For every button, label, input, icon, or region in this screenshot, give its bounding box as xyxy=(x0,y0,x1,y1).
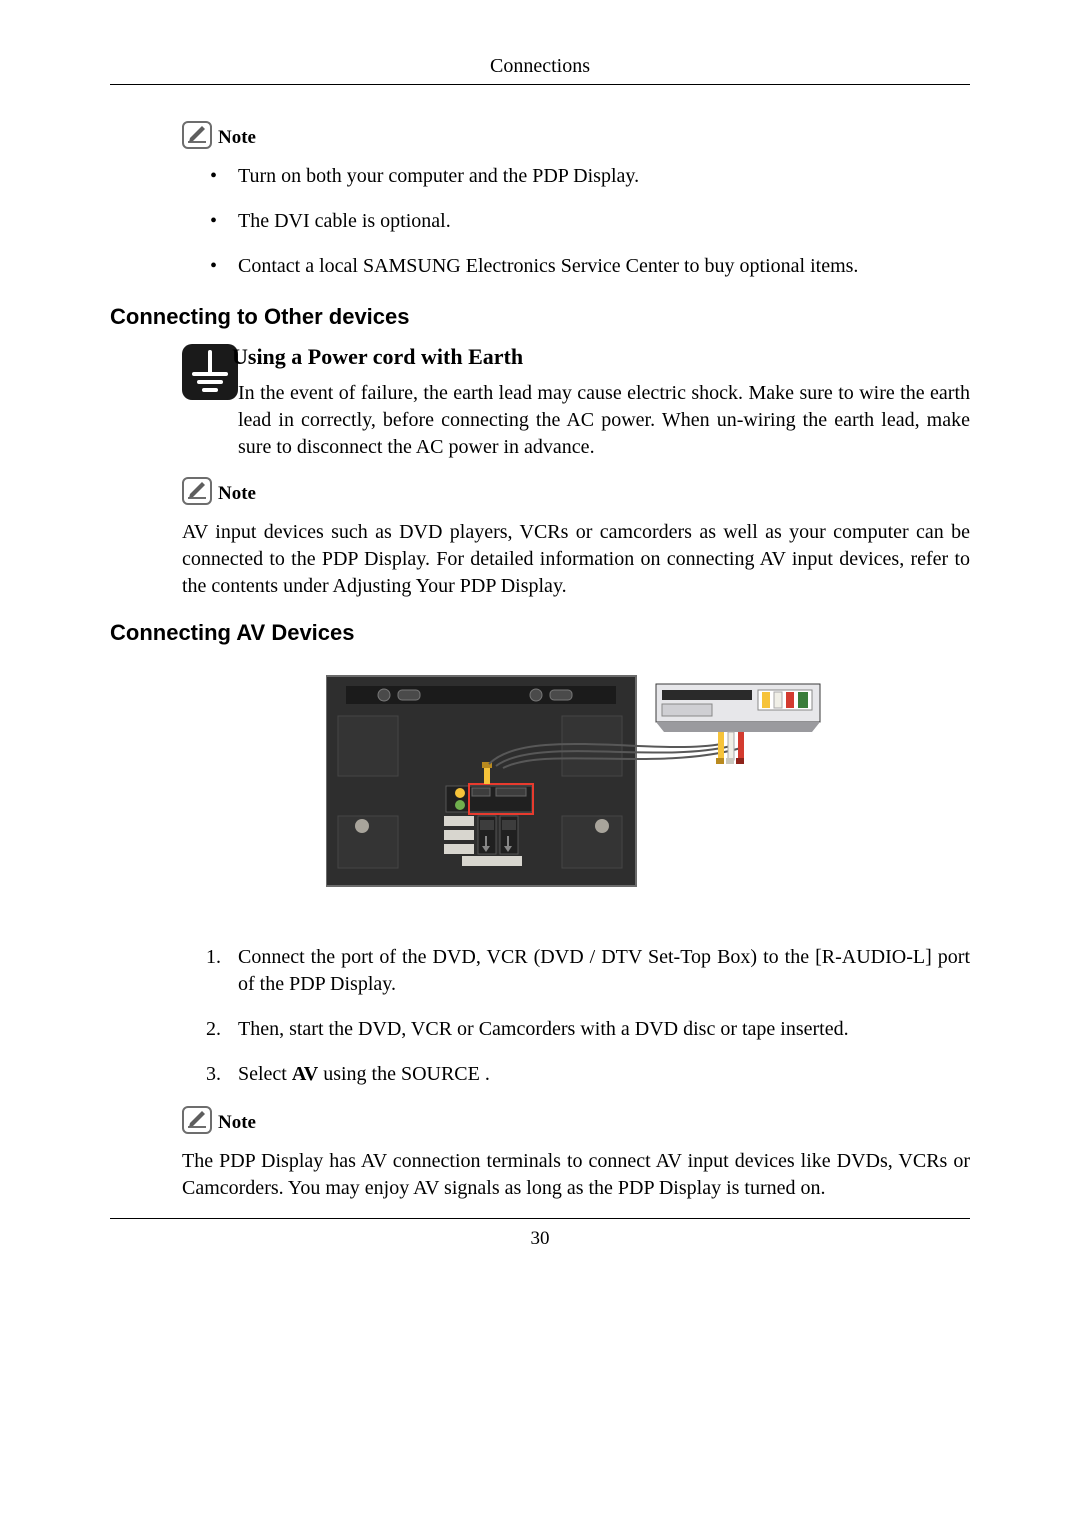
list-item: 3. Select AV using the SOURCE . xyxy=(210,1061,970,1088)
list-item: 2. Then, start the DVD, VCR or Camcorder… xyxy=(210,1016,970,1043)
section-heading-other-devices: Connecting to Other devices xyxy=(110,304,970,330)
earth-icon xyxy=(182,344,238,400)
note-icon xyxy=(182,1106,212,1134)
section-heading-av-devices: Connecting AV Devices xyxy=(110,620,970,646)
earth-text: Using a Power cord with Earth In the eve… xyxy=(238,344,970,461)
step-bold: AV xyxy=(292,1063,318,1085)
step-number: 3. xyxy=(206,1061,221,1088)
note-block: Note xyxy=(182,477,970,505)
list-item: Contact a local SAMSUNG Electronics Serv… xyxy=(210,253,970,280)
note-icon xyxy=(182,477,212,505)
note-icon xyxy=(182,121,212,149)
step-text: using the SOURCE . xyxy=(318,1063,490,1085)
list-item: The DVI cable is optional. xyxy=(210,208,970,235)
av-steps-list: 1. Connect the port of the DVD, VCR (DVD… xyxy=(210,944,970,1088)
step-number: 1. xyxy=(206,944,221,971)
step-number: 2. xyxy=(206,1016,221,1043)
note-label: Note xyxy=(218,127,256,149)
note1-bullet-list: Turn on both your computer and the PDP D… xyxy=(210,163,970,280)
step-text: Connect the port of the DVD, VCR (DVD / … xyxy=(238,946,970,995)
earth-paragraph: In the event of failure, the earth lead … xyxy=(238,380,970,461)
step-text: Then, start the DVD, VCR or Camcorders w… xyxy=(238,1018,849,1040)
note2-paragraph: AV input devices such as DVD players, VC… xyxy=(182,519,970,600)
note-block: Note xyxy=(182,121,970,149)
list-item: 1. Connect the port of the DVD, VCR (DVD… xyxy=(210,944,970,998)
note3-paragraph: The PDP Display has AV connection termin… xyxy=(182,1148,970,1202)
note-block: Note xyxy=(182,1106,970,1134)
manual-page: Connections Note Turn on both your compu… xyxy=(110,55,970,1222)
note-label: Note xyxy=(218,1112,256,1134)
list-item: Turn on both your computer and the PDP D… xyxy=(210,163,970,190)
earth-title: Using a Power cord with Earth xyxy=(232,344,970,370)
page-content: Note Turn on both your computer and the … xyxy=(110,121,970,1202)
av-connection-figure xyxy=(182,666,970,896)
note-label: Note xyxy=(218,483,256,505)
page-number: 30 xyxy=(0,1228,1080,1250)
header-title: Connections xyxy=(110,55,970,85)
step-text: Select xyxy=(238,1063,292,1085)
footer-rule xyxy=(110,1218,970,1219)
earth-warning-block: Using a Power cord with Earth In the eve… xyxy=(182,344,970,461)
